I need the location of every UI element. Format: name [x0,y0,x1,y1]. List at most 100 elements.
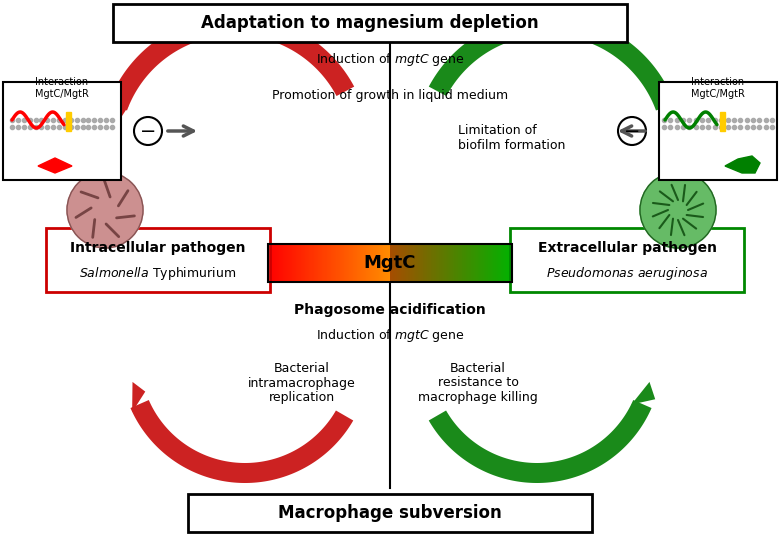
Bar [305,244,306,282]
Bar [441,244,442,282]
Bar [271,244,272,282]
Bar [283,244,285,282]
Bar [312,244,314,282]
Bar [382,244,383,282]
Bar [408,244,410,282]
Bar [434,244,435,282]
Bar [431,244,433,282]
Bar [308,244,309,282]
Bar [481,244,482,282]
Bar [331,244,332,282]
Bar [276,244,278,282]
Bar [450,244,452,282]
Bar [398,244,399,282]
Bar [270,244,271,282]
Text: −: − [140,122,156,140]
Bar [373,244,374,282]
Bar [416,244,417,282]
Bar [333,244,335,282]
Polygon shape [105,106,129,132]
Bar [345,244,346,282]
Circle shape [640,172,716,248]
Bar [326,244,327,282]
Text: Intracellular pathogen: Intracellular pathogen [70,241,246,255]
Bar [3,82,121,180]
Bar [402,244,403,282]
Bar [268,244,269,282]
Bar [452,244,453,282]
Bar [493,244,495,282]
Text: $\mathit{Pseudomonas\ aeruginosa}$: $\mathit{Pseudomonas\ aeruginosa}$ [546,265,708,282]
Bar [442,244,443,282]
Bar [498,244,499,282]
Text: Adaptation to magnesium depletion: Adaptation to magnesium depletion [201,14,539,32]
Bar [499,244,500,282]
Bar [278,244,280,282]
Bar [445,244,447,282]
Bar [443,244,444,282]
Bar [275,244,276,282]
Bar [404,244,405,282]
Bar [417,244,418,282]
Bar [448,244,449,282]
Bar [369,244,370,282]
Bar [380,244,381,282]
Bar [500,244,501,282]
Bar [366,244,367,282]
Bar [315,244,317,282]
Bar [478,244,479,282]
Bar [388,244,389,282]
Bar [430,244,431,282]
Bar [466,244,467,282]
Bar [389,244,391,282]
Bar [347,244,348,282]
Bar [460,244,461,282]
Bar [511,244,512,282]
Bar [282,244,283,282]
Bar [289,244,290,282]
Bar [285,244,286,282]
Bar [372,244,374,282]
Bar [444,244,445,282]
Bar [314,244,316,282]
Bar [350,244,352,282]
Polygon shape [725,156,760,173]
Polygon shape [132,382,145,412]
Bar [455,244,456,282]
Bar [290,244,291,282]
Bar [321,244,323,282]
Bar [269,244,270,282]
Bar [403,244,404,282]
Bar [352,244,353,282]
Bar [436,244,438,282]
Bar [356,244,357,282]
Text: Interaction
MgtC/MgtR: Interaction MgtC/MgtR [691,77,745,99]
Bar [383,244,384,282]
Bar [501,244,502,282]
Bar [410,244,411,282]
Bar [274,244,275,282]
Bar [659,82,777,180]
Bar [371,244,373,282]
Bar [358,244,360,282]
Bar [317,244,318,282]
Bar [474,244,476,282]
Bar [381,244,382,282]
Bar [379,244,381,282]
FancyBboxPatch shape [510,228,744,292]
Bar [354,244,356,282]
Bar [309,244,310,282]
Bar [413,244,415,282]
Bar [353,244,354,282]
Bar [459,244,460,282]
Bar [453,244,455,282]
Bar [300,244,302,282]
Bar [342,244,343,282]
Bar [467,244,469,282]
Bar [502,244,503,282]
Bar [409,244,410,282]
Bar [298,244,300,282]
Bar [291,244,292,282]
Bar [279,244,281,282]
Bar [275,244,277,282]
